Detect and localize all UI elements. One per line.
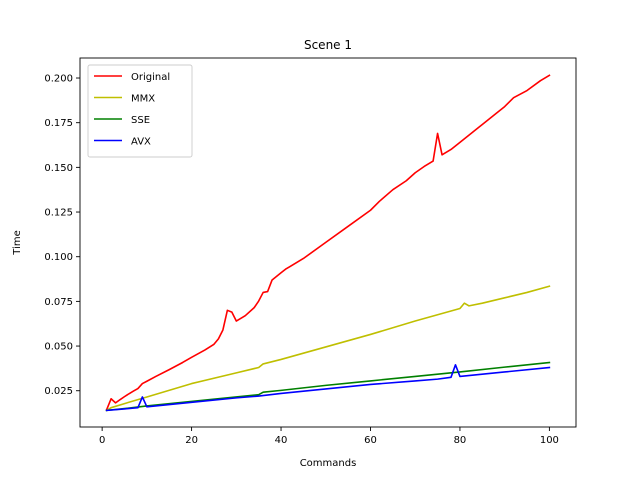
- series-line-mmx: [105, 285, 551, 412]
- x-axis: 0 20 40 60 80 100: [99, 427, 559, 446]
- legend-box: [87, 64, 193, 158]
- x-axis-label: Commands: [300, 458, 357, 469]
- plot-frame: [79, 57, 577, 428]
- x-tick-label: 20: [185, 435, 198, 446]
- x-tick-label: 80: [454, 435, 467, 446]
- x-tick-label: 100: [540, 435, 559, 446]
- y-tick-label: 0.025: [44, 386, 73, 397]
- legend-label-original: Original: [131, 72, 170, 83]
- y-axis-label: Time: [12, 230, 23, 255]
- x-tick-label: 40: [275, 435, 288, 446]
- chart-title: Scene 1: [304, 38, 352, 52]
- y-tick-label: 0.175: [44, 118, 73, 129]
- y-tick-label: 0.150: [44, 163, 73, 174]
- y-tick-label: 0.200: [44, 74, 73, 85]
- series-layer: [105, 74, 551, 412]
- y-tick-label: 0.125: [44, 208, 73, 219]
- series-line-avx: [105, 364, 551, 412]
- legend-label-mmx: MMX: [131, 93, 155, 104]
- x-tick-label: 0: [99, 435, 105, 446]
- y-tick-label: 0.100: [44, 252, 73, 263]
- legend-label-sse: SSE: [131, 115, 150, 126]
- y-tick-label: 0.050: [44, 342, 73, 353]
- series-line-original: [105, 74, 551, 411]
- y-axis: 0.025 0.050 0.075 0.100 0.125 0.150 0.175 0.200: [44, 74, 80, 397]
- y-tick-label: 0.075: [44, 297, 73, 308]
- legend: Original MMX SSE AVX: [87, 64, 193, 158]
- legend-label-avx: AVX: [131, 136, 151, 147]
- x-tick-label: 60: [364, 435, 377, 446]
